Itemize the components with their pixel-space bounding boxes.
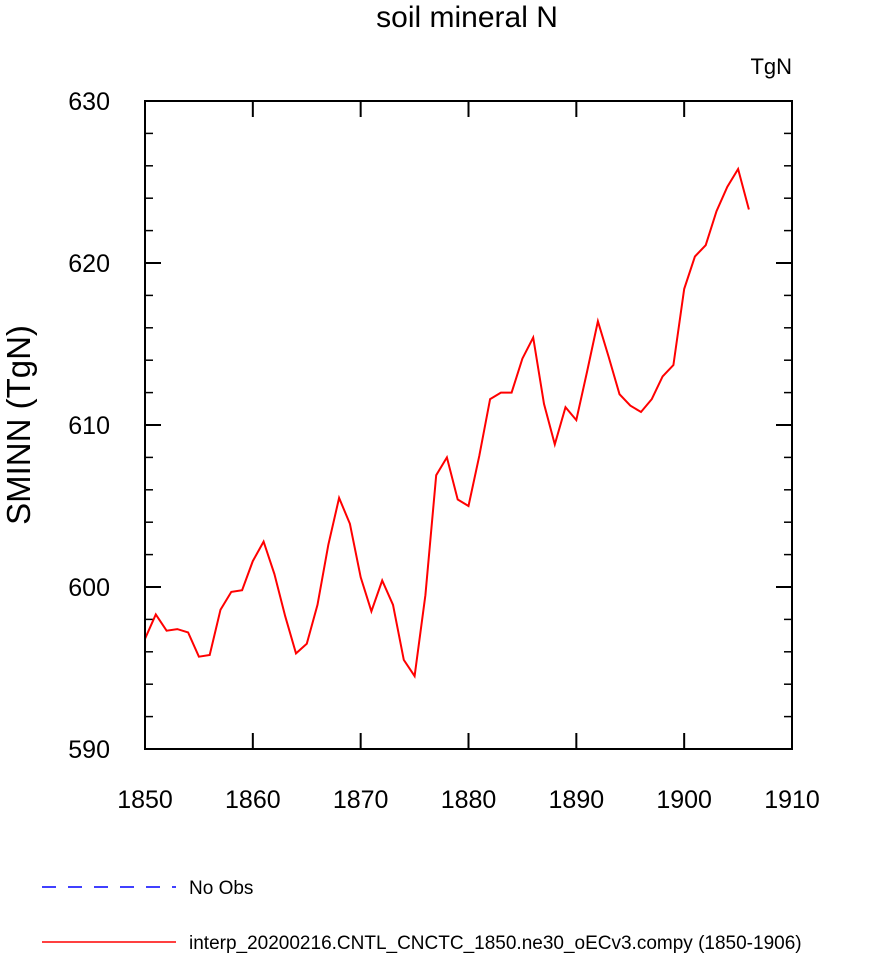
y-tick-label: 620: [68, 250, 110, 278]
tick-marks: [144, 100, 793, 750]
y-tick-labels: 590 600 610 620 630: [68, 88, 110, 764]
y-axis-label: SMINN (TgN): [0, 325, 37, 525]
y-tick-label: 600: [68, 574, 110, 602]
y-tick-label: 610: [68, 412, 110, 440]
x-tick-label: 1890: [549, 786, 605, 814]
plot-frame: [144, 100, 793, 750]
x-tick-label: 1860: [225, 786, 281, 814]
x-tick-label: 1850: [117, 786, 173, 814]
x-tick-label: 1910: [764, 786, 820, 814]
legend: No Obs interp_20200216.CNTL_CNCTC_1850.ne…: [42, 878, 802, 954]
chart-title: soil mineral N: [376, 1, 558, 34]
x-tick-labels: 1850 1860 1870 1880 1890 1900 1910: [117, 786, 820, 814]
units-label: TgN: [750, 54, 792, 79]
legend-label-0: No Obs: [189, 878, 253, 899]
legend-label-1: interp_20200216.CNTL_CNCTC_1850.ne30_oEC…: [189, 933, 802, 954]
y-tick-label: 590: [68, 736, 110, 764]
series-lines: [144, 166, 750, 679]
x-tick-label: 1870: [333, 786, 389, 814]
series-line-1: [144, 166, 750, 679]
x-tick-label: 1900: [656, 786, 712, 814]
y-tick-label: 630: [68, 88, 110, 116]
x-tick-label: 1880: [441, 786, 497, 814]
